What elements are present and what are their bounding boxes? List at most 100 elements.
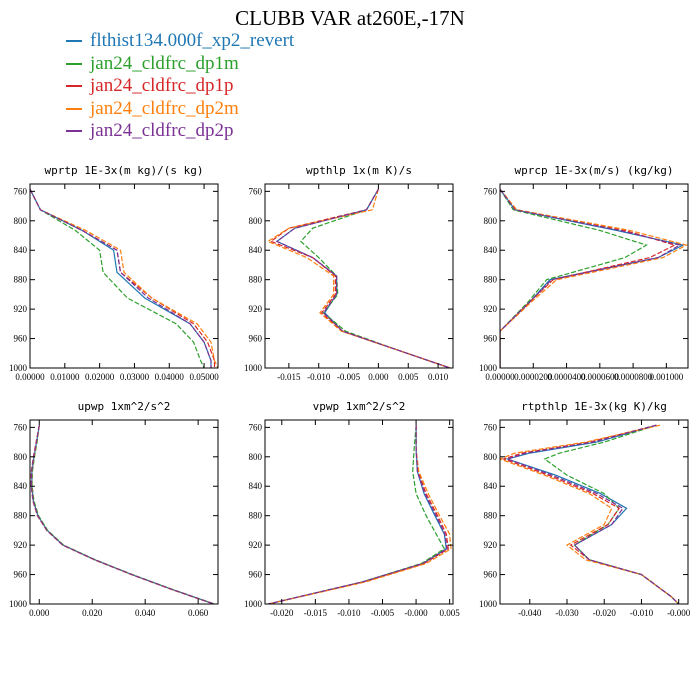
- y-tick-label: 1000: [9, 599, 28, 609]
- series-line: [31, 425, 215, 604]
- series-line: [500, 188, 685, 368]
- legend-label: jan24_cldfrc_dp1m: [90, 52, 239, 74]
- series-line: [268, 425, 452, 604]
- plot-frame: [29, 183, 219, 369]
- series-line: [500, 188, 688, 368]
- legend-swatch: [66, 62, 82, 65]
- legend-swatch: [66, 40, 82, 43]
- x-tick-label: 0.01000: [50, 372, 80, 382]
- legend-label: jan24_cldfrc_dp2m: [90, 97, 239, 119]
- legend-item: flthist134.000f_xp2_revert: [66, 30, 294, 53]
- legend-item: jan24_cldfrc_dp1m: [66, 53, 294, 76]
- x-tick-label: -0.030: [555, 608, 579, 618]
- y-tick-label: 760: [249, 422, 263, 432]
- x-tick-label: -0.010: [307, 372, 331, 382]
- y-tick-label: 960: [14, 570, 28, 580]
- plot-panel: wprcp 1E-3x(m/s) (kg/kg) 760 800 840 880 920 9…: [479, 164, 689, 382]
- y-tick-label: 1000: [479, 599, 498, 609]
- x-tick-label: 0.010: [428, 372, 449, 382]
- series-line: [30, 188, 205, 368]
- plot-panel: vpwp 1xm^2/s^2 760 800 840 880 920 960 1000 -0.0…: [244, 400, 460, 618]
- x-tick-label: 0.05000: [189, 372, 219, 382]
- y-tick-label: 800: [484, 452, 498, 462]
- legend-label: jan24_cldfrc_dp2p: [90, 120, 234, 142]
- legend: flthist134.000f_xp2_revert jan24_cldfrc_…: [66, 30, 294, 143]
- x-tick-label: -0.015: [277, 372, 301, 382]
- series-line: [268, 425, 448, 604]
- y-tick-label: 840: [14, 481, 28, 491]
- y-tick-label: 760: [14, 186, 28, 196]
- y-tick-label: 920: [249, 304, 263, 314]
- series-line: [30, 425, 215, 604]
- panel-title: rtpthlp 1E-3x(kg K)/kg: [521, 400, 667, 413]
- x-tick-label: -0.020: [270, 608, 294, 618]
- legend-label: flthist134.000f_xp2_revert: [90, 30, 295, 52]
- y-tick-label: 1000: [479, 363, 498, 373]
- series-line: [31, 425, 215, 604]
- x-tick-label: -0.020: [593, 608, 617, 618]
- y-tick-label: 800: [14, 452, 28, 462]
- y-tick-label: 920: [14, 540, 28, 550]
- plot-panel: rtpthlp 1E-3x(kg K)/kg 760 800 840 880 920 960…: [479, 400, 691, 618]
- y-tick-label: 960: [484, 570, 498, 580]
- x-tick-label: 0.000: [368, 372, 389, 382]
- series-line: [30, 188, 218, 368]
- plot-panel: wpthlp 1x(m K)/s 760 800 840 880 920 960 1000 -0…: [244, 164, 454, 382]
- y-tick-label: 880: [14, 511, 28, 521]
- x-tick-label: 0.02000: [85, 372, 115, 382]
- panel-title: upwp 1xm^2/s^2: [78, 400, 171, 413]
- series-line: [275, 188, 451, 368]
- x-tick-label: -0.010: [630, 608, 654, 618]
- series-line: [269, 188, 451, 368]
- series-line: [266, 189, 451, 368]
- series-line: [30, 188, 216, 368]
- series-line: [299, 188, 451, 368]
- series-line: [543, 424, 680, 604]
- y-tick-label: 840: [484, 481, 498, 491]
- x-tick-label: 0.03000: [120, 372, 150, 382]
- y-tick-label: 1000: [244, 599, 263, 609]
- panel-title: vpwp 1xm^2/s^2: [313, 400, 406, 413]
- y-tick-label: 880: [484, 511, 498, 521]
- plot-frame: [29, 419, 219, 605]
- y-tick-label: 760: [249, 186, 263, 196]
- y-tick-label: 880: [249, 275, 263, 285]
- x-tick-label: 0.040: [135, 608, 156, 618]
- page-title: CLUBB VAR at260E,-17N: [235, 6, 465, 30]
- legend-label: jan24_cldfrc_dp1p: [90, 75, 234, 97]
- y-tick-label: 800: [249, 452, 263, 462]
- series-line: [275, 188, 451, 368]
- y-tick-label: 880: [484, 275, 498, 285]
- x-tick-label: 0.005: [398, 372, 419, 382]
- y-tick-label: 960: [249, 570, 263, 580]
- x-tick-label: -0.015: [304, 608, 328, 618]
- panel-title: wprcp 1E-3x(m/s) (kg/kg): [515, 164, 674, 177]
- y-tick-label: 920: [484, 304, 498, 314]
- y-tick-label: 880: [249, 511, 263, 521]
- x-tick-label: -0.005: [337, 372, 361, 382]
- series-line: [30, 188, 212, 368]
- x-tick-label: 0.020: [82, 608, 103, 618]
- y-tick-label: 800: [484, 216, 498, 226]
- y-tick-label: 920: [249, 540, 263, 550]
- series-line: [500, 188, 648, 368]
- x-tick-label: -0.010: [337, 608, 361, 618]
- panel-title: wpthlp 1x(m K)/s: [306, 164, 412, 177]
- x-tick-label: 0.0000800: [614, 372, 653, 382]
- x-tick-label: -0.005: [371, 608, 395, 618]
- y-tick-label: 960: [484, 334, 498, 344]
- y-tick-label: 760: [14, 422, 28, 432]
- series-line: [505, 424, 680, 604]
- x-tick-label: -0.040: [518, 608, 542, 618]
- y-tick-label: 1000: [244, 363, 263, 373]
- x-tick-label: 0.00000: [15, 372, 45, 382]
- x-tick-label: 0.0000600: [581, 372, 620, 382]
- series-line: [500, 424, 680, 604]
- legend-swatch: [66, 85, 82, 88]
- y-tick-label: 840: [249, 481, 263, 491]
- series-line: [268, 425, 447, 604]
- y-tick-label: 1000: [9, 363, 28, 373]
- y-tick-label: 800: [249, 216, 263, 226]
- y-tick-label: 920: [14, 304, 28, 314]
- x-tick-label: 0.001000: [649, 372, 683, 382]
